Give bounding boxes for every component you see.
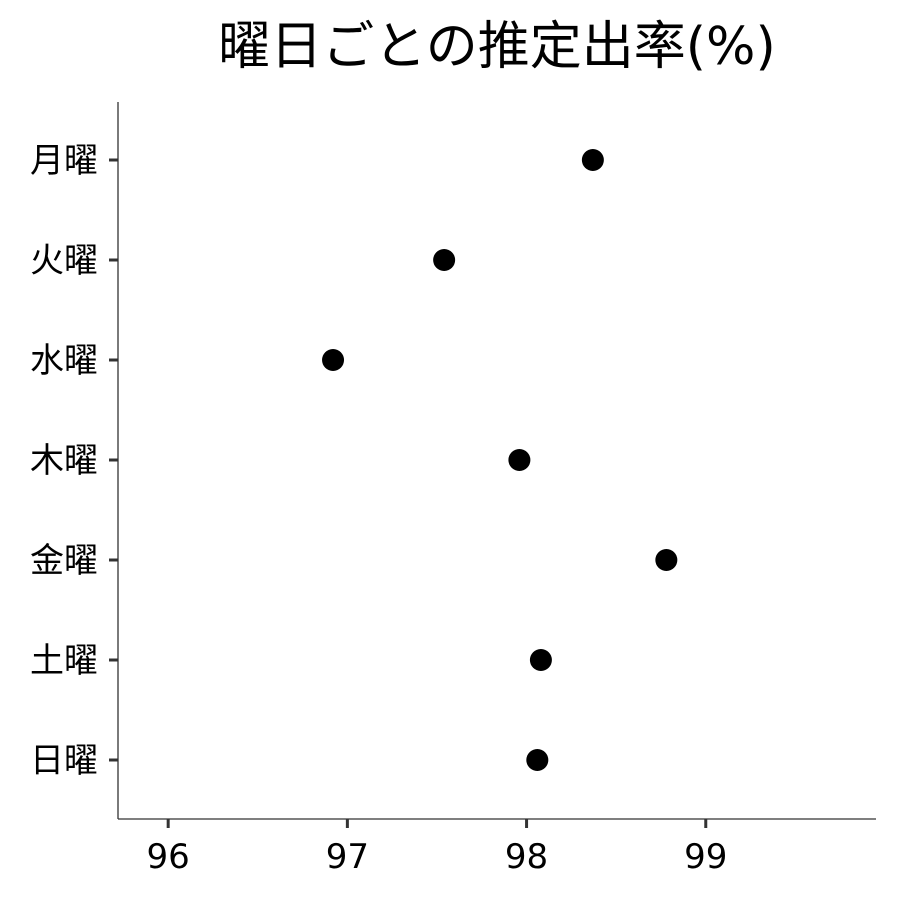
data-point [526, 749, 549, 771]
chart-title: 曜日ごとの推定出率(%) [218, 17, 775, 77]
data-point [581, 149, 604, 171]
data-point [322, 349, 345, 371]
x-tick-label: 99 [684, 837, 727, 877]
y-tick-label: 火曜 [30, 241, 98, 281]
y-tick-label: 水曜 [30, 341, 98, 381]
y-tick-label: 土曜 [30, 641, 98, 681]
x-tick-label: 98 [505, 837, 548, 877]
data-points [322, 149, 678, 771]
x-tick-label: 97 [326, 837, 369, 877]
y-tick-label: 日曜 [30, 741, 98, 781]
data-point [508, 449, 531, 471]
data-point [433, 249, 456, 271]
data-point [655, 549, 678, 571]
y-tick-label: 月曜 [30, 141, 98, 181]
x-axis-ticks: 96 97 98 99 [147, 819, 727, 877]
y-tick-label: 金曜 [30, 541, 98, 581]
x-tick-label: 96 [147, 837, 190, 877]
data-point [529, 649, 552, 671]
y-tick-label: 木曜 [30, 441, 98, 481]
